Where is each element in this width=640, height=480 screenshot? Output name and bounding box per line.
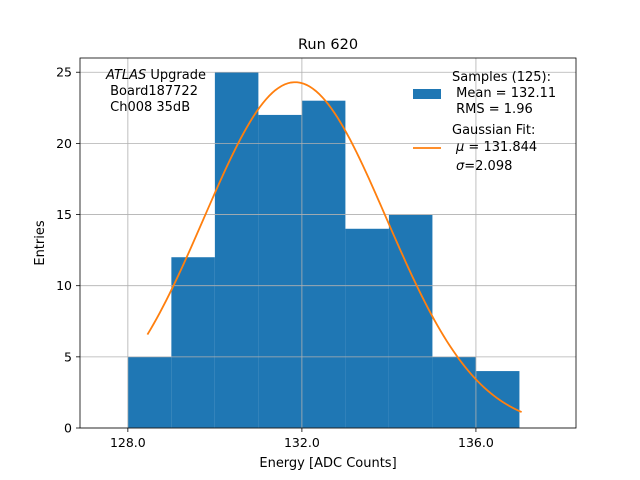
histogram-bar-0 (127, 356, 172, 428)
legend-fit-title: Gaussian Fit: (452, 123, 535, 138)
y-tick-label-0: 0 (64, 421, 72, 436)
atlas-annotation: ATLAS Upgrade Board187722 Ch008 35dB (105, 68, 206, 115)
histogram-bar-4 (301, 100, 346, 428)
legend-sigma-value: =2.098 (464, 159, 512, 174)
legend-samples-rms: RMS = 1.96 (452, 102, 533, 117)
histogram-bar-5 (345, 228, 389, 428)
annotation-channel: Ch008 35dB (106, 100, 190, 115)
chart-title: Run 620 (298, 37, 358, 53)
legend-fit-mu: μ = 131.844 (455, 140, 537, 155)
legend-sigma-symbol: σ (456, 159, 465, 174)
y-tick-label-1: 5 (64, 349, 72, 364)
y-tick-label-2: 10 (56, 278, 72, 293)
legend-samples-mean: Mean = 132.11 (452, 86, 556, 101)
y-tick-label-5: 25 (56, 65, 72, 80)
plot-frame (79, 57, 577, 429)
y-tick-label-4: 20 (56, 136, 72, 151)
legend-samples-swatch (413, 89, 441, 99)
histogram-bar-7 (432, 356, 476, 428)
x-tick-label-2: 136.0 (458, 435, 494, 450)
y-tick-label-3: 15 (56, 207, 72, 222)
histogram-bar-1 (171, 257, 215, 428)
annotation-atlas: ATLAS (105, 68, 146, 83)
annotation-upgrade: Upgrade (146, 68, 206, 83)
annotation-line-1: ATLAS Upgrade (105, 68, 206, 83)
y-axis-ticks: 0 5 10 15 20 25 (56, 65, 80, 436)
x-tick-label-0: 128.0 (110, 435, 146, 450)
histogram-bar-6 (388, 214, 433, 428)
annotation-board: Board187722 (106, 84, 198, 99)
x-axis-ticks: 128.0 132.0 136.0 (110, 428, 494, 450)
legend: Samples (125): Mean = 132.11 RMS = 1.96 … (413, 70, 556, 174)
fit-curve-line (146, 81, 522, 413)
legend-mu-symbol: μ (455, 140, 464, 155)
x-tick-label-1: 132.0 (284, 435, 320, 450)
histogram-bar-3 (258, 114, 302, 428)
legend-mu-value: = 131.844 (464, 140, 537, 155)
x-axis-label: Energy [ADC Counts] (259, 456, 396, 471)
histogram-bars (127, 72, 520, 428)
legend-samples-title: Samples (125): (452, 70, 551, 85)
y-axis-label: Entries (33, 220, 48, 266)
gaussian-fit-curve (146, 81, 522, 413)
legend-fit-sigma: σ=2.098 (456, 159, 512, 174)
histogram-bar-2 (214, 72, 259, 428)
